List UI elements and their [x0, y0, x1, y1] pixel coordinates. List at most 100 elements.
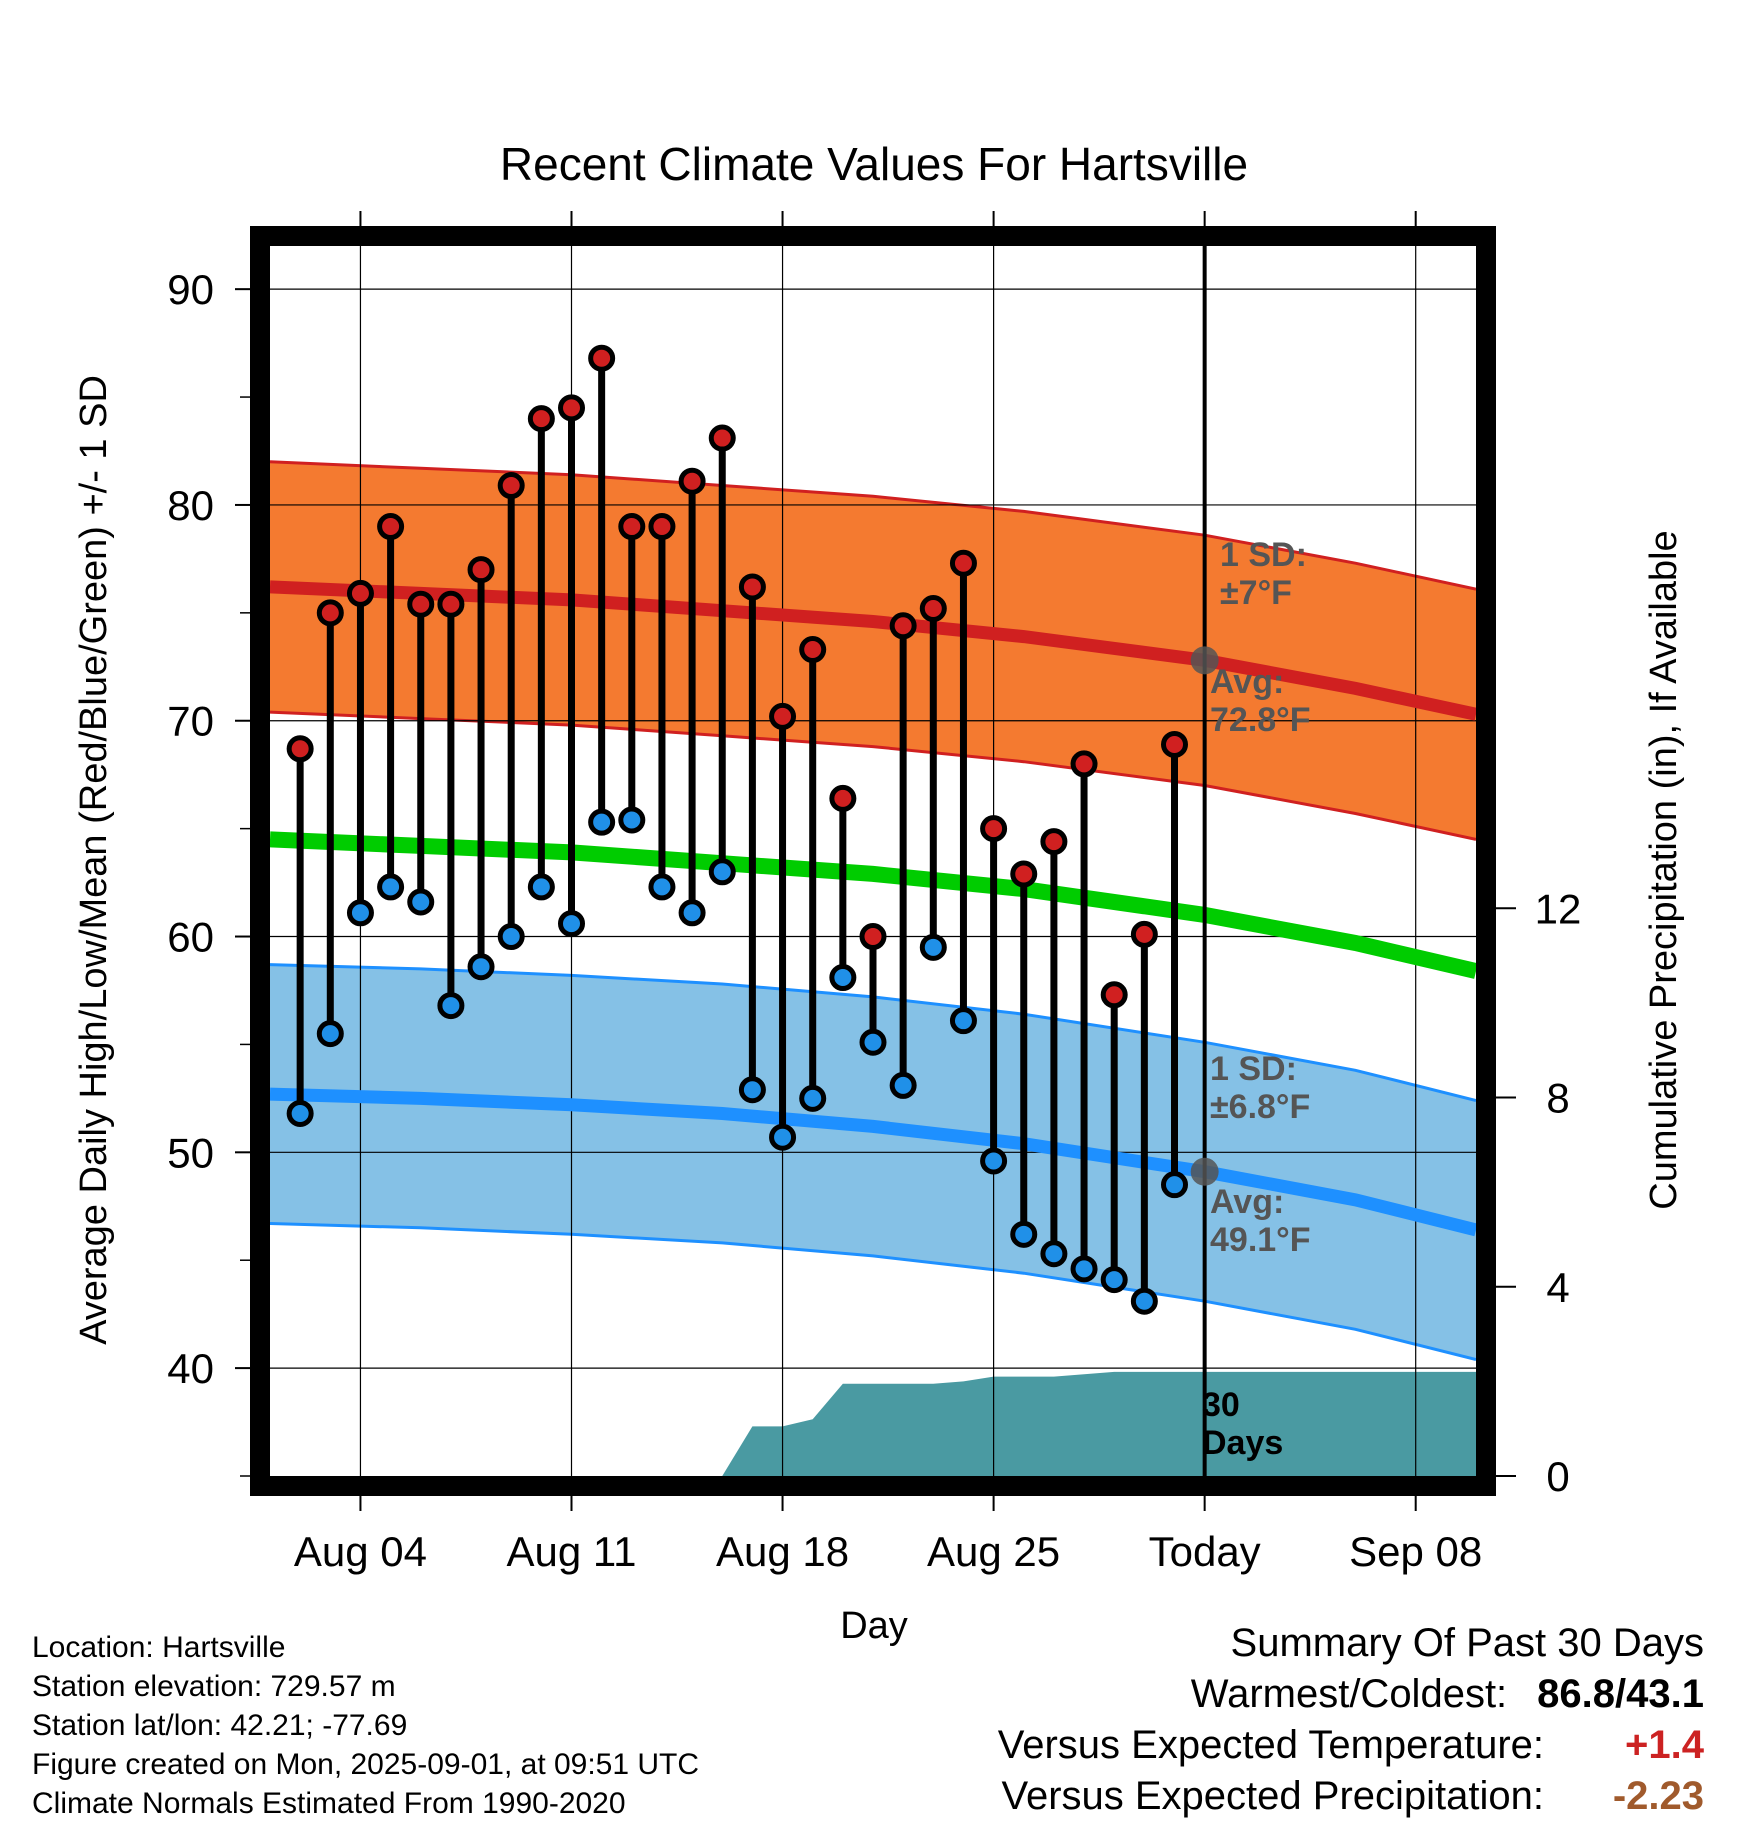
daily-low-point [980, 1147, 1008, 1175]
daily-low-point [497, 923, 525, 951]
x-tick-label: Aug 04 [294, 1528, 427, 1575]
high-sd-band-upper [270, 460, 1476, 591]
y-tick-label: 50 [167, 1129, 214, 1176]
high-avg-label-line: Avg: [1210, 663, 1284, 701]
daily-high-point [980, 815, 1008, 843]
daily-low-point [618, 806, 646, 834]
y-tick-label: 60 [167, 914, 214, 961]
daily-low-point [437, 992, 465, 1020]
y2-tick-label: 12 [1535, 885, 1582, 932]
today-high-average-point [1190, 646, 1219, 675]
daily-high-point [497, 472, 525, 500]
daily-low-point [859, 1028, 887, 1056]
daily-low-point [527, 873, 555, 901]
daily-high-point [286, 735, 314, 763]
daily-low-point [588, 808, 616, 836]
daily-low-point [407, 888, 435, 916]
daily-high-point [829, 784, 857, 812]
y-tick-label: 80 [167, 482, 214, 529]
high-average-line [270, 580, 1476, 721]
daily-low-point [286, 1099, 314, 1127]
daily-low-point [829, 964, 857, 992]
daily-high-point [799, 636, 827, 664]
mean-average-line [270, 831, 1476, 979]
daily-low-point [738, 1076, 766, 1104]
high-sd-label-line: ±7°F [1220, 574, 1292, 612]
daily-high-point [316, 599, 344, 627]
daily-high-point [769, 702, 797, 730]
high-sd-label: 1 SD: ±7°F [1220, 536, 1307, 612]
daily-low-point [1100, 1266, 1128, 1294]
daily-low-point [1040, 1240, 1068, 1268]
daily-low-point [467, 953, 495, 981]
daily-low-point [1161, 1171, 1188, 1199]
chart-title: Recent Climate Values For Hartsville [500, 138, 1248, 190]
daily-high-point [859, 923, 887, 951]
daily-high-point [467, 556, 495, 584]
daily-low-point [949, 1007, 977, 1035]
precip-days-label-line: 30 [1202, 1386, 1240, 1424]
station-info: Location: Hartsville Station elevation: … [32, 1628, 699, 1823]
low-average-line [270, 1087, 1476, 1237]
warmest-coldest-label: Warmest/Coldest: [1190, 1672, 1508, 1716]
daily-low-point [377, 873, 405, 901]
daily-low-point [708, 858, 736, 886]
daily-high-point [407, 590, 435, 618]
daily-low-point [648, 873, 676, 901]
daily-low-point [919, 933, 947, 961]
y2-tick-label: 8 [1546, 1075, 1569, 1122]
high-avg-label: Avg: 72.8°F [1210, 663, 1311, 739]
summary-heading: Summary Of Past 30 Days [1230, 1621, 1704, 1665]
y-tick-label: 40 [167, 1345, 214, 1392]
x-tick-label: Aug 11 [507, 1528, 637, 1575]
y2-axis-title: Cumulative Precipitation (in), If Availa… [1643, 530, 1685, 1209]
daily-high-point [889, 612, 917, 640]
warmest-coldest-row: Warmest/Coldest: 86.8/43.1 [998, 1669, 1704, 1720]
daily-high-point [648, 513, 676, 541]
precip-area [722, 1371, 1476, 1476]
daily-low-point [769, 1123, 797, 1151]
y-axis-title: Average Daily High/Low/Mean (Red/Blue/Gr… [73, 375, 115, 1345]
high-avg-label-line: 72.8°F [1210, 701, 1311, 739]
low-avg-label-line: 49.1°F [1210, 1221, 1311, 1259]
daily-high-point [527, 405, 555, 433]
daily-low-point [346, 899, 374, 927]
today-low-average-point [1190, 1157, 1219, 1186]
precip-departure-label: Versus Expected Precipitation: [1001, 1774, 1544, 1818]
daily-high-point [1010, 860, 1038, 888]
daily-low-point [1130, 1287, 1158, 1315]
summary-panel: Summary Of Past 30 Days Warmest/Coldest:… [998, 1618, 1704, 1822]
daily-low-point [558, 910, 585, 938]
daily-low-point [1070, 1255, 1098, 1283]
daily-low-point [316, 1020, 344, 1048]
temp-departure-row: Versus Expected Temperature: +1.4 [998, 1720, 1704, 1771]
daily-high-point [1100, 981, 1128, 1009]
latlon-text: Station lat/lon: 42.21; -77.69 [32, 1709, 408, 1742]
high-sd-label-line: 1 SD: [1220, 536, 1307, 574]
low-avg-label: Avg: 49.1°F [1210, 1183, 1311, 1259]
plot-frame [250, 226, 1496, 1496]
warmest-coldest-value: 86.8/43.1 [1537, 1672, 1704, 1716]
daily-low-point [799, 1084, 827, 1112]
daily-high-point [949, 549, 977, 577]
x-tick-label: Today [1149, 1528, 1261, 1575]
precip-departure-value: -2.23 [1612, 1774, 1704, 1818]
y-tick-label: 70 [167, 698, 214, 745]
daily-high-point [437, 590, 465, 618]
y-tick-label: 90 [167, 266, 214, 313]
daily-low-point [1010, 1220, 1038, 1248]
daily-low-point [678, 899, 706, 927]
daily-high-point [738, 573, 766, 601]
normals-text: Climate Normals Estimated From 1990-2020 [32, 1787, 626, 1820]
x-tick-label: Aug 25 [927, 1528, 1060, 1575]
daily-high-point [588, 344, 616, 372]
x-tick-label: Aug 18 [716, 1528, 849, 1575]
x-tick-label: Sep 08 [1349, 1528, 1482, 1575]
elevation-text: Station elevation: 729.57 m [32, 1670, 396, 1703]
precip-days-label: 30 Days [1202, 1386, 1283, 1462]
precip-departure-row: Versus Expected Precipitation: -2.23 [998, 1771, 1704, 1822]
created-text: Figure created on Mon, 2025-09-01, at 09… [32, 1748, 700, 1781]
y2-tick-label: 0 [1546, 1453, 1569, 1500]
